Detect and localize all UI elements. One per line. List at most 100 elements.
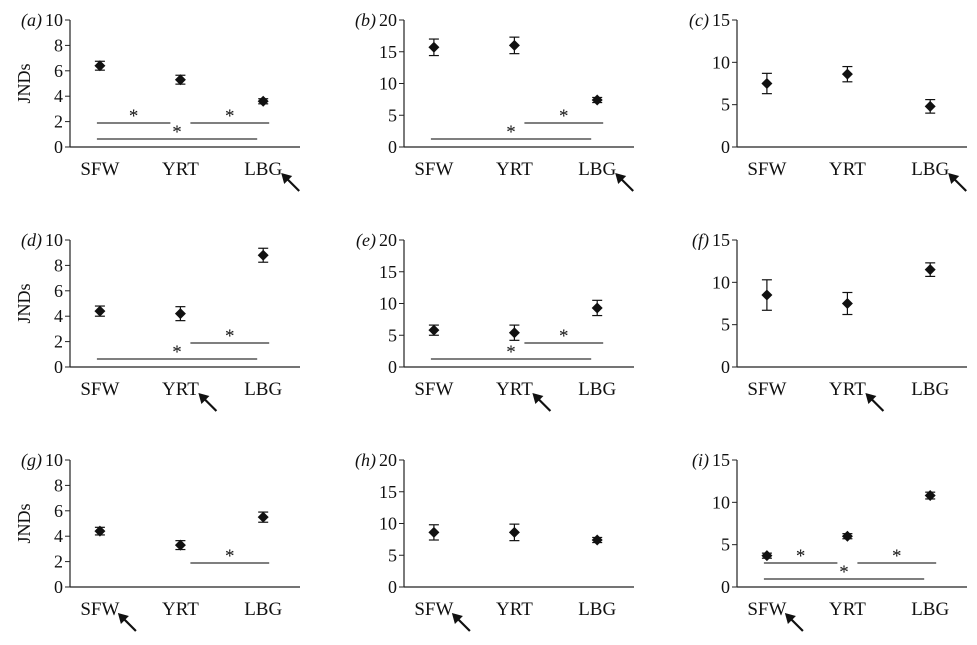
y-tick-label: 15: [712, 450, 730, 470]
x-tick-label: LBG: [911, 599, 949, 620]
data-point: [841, 68, 853, 80]
x-tick-label: SFW: [747, 599, 786, 620]
y-tick-label: 15: [379, 482, 397, 502]
y-tick-label: 8: [54, 475, 63, 495]
panel-b: 0 5 10 15 20(b) SFW YRT LBG * *: [355, 10, 634, 192]
data-point: [257, 249, 269, 261]
data-point: [924, 100, 936, 112]
highlight-arrow-head: [451, 613, 463, 624]
panel-f: 0 5 10 15(f) SFW YRT LBG: [692, 230, 967, 412]
y-tick-label: 10: [712, 272, 730, 292]
highlight-arrow-head: [865, 393, 877, 404]
panel-label: (g): [21, 450, 42, 471]
highlight-arrow-head: [532, 393, 544, 404]
data-point: [508, 526, 520, 538]
y-tick-label: 20: [379, 10, 397, 30]
x-tick-label: YRT: [496, 379, 533, 400]
y-axis-label: JNDs: [14, 283, 34, 323]
data-point: [94, 60, 106, 72]
y-tick-label: 0: [54, 137, 63, 157]
highlight-arrow-head: [117, 613, 129, 624]
significance-star: *: [559, 106, 569, 127]
y-tick-label: 6: [54, 61, 63, 81]
y-tick-label: 10: [379, 294, 397, 314]
data-point: [591, 94, 603, 106]
highlight-arrow-head: [615, 173, 627, 184]
x-tick-label: LBG: [244, 599, 282, 620]
y-tick-label: 4: [54, 306, 63, 326]
y-tick-label: 8: [54, 255, 63, 275]
significance-star: *: [559, 326, 569, 347]
y-tick-label: 5: [388, 325, 397, 345]
x-tick-label: SFW: [80, 379, 119, 400]
data-point: [257, 511, 269, 523]
panel-a: 0 2 4 6 8 10(a) JNDs SFW YRT LBG * * *: [14, 10, 300, 192]
significance-star: *: [172, 122, 182, 143]
y-tick-label: 15: [379, 262, 397, 282]
data-point: [428, 526, 440, 538]
y-tick-label: 10: [45, 10, 63, 30]
x-tick-label: LBG: [911, 159, 949, 180]
data-point: [591, 302, 603, 314]
x-tick-label: LBG: [911, 379, 949, 400]
data-point: [508, 39, 520, 51]
data-point: [508, 327, 520, 339]
data-point: [428, 41, 440, 53]
data-point: [761, 550, 773, 562]
data-point: [428, 324, 440, 336]
y-tick-label: 0: [721, 577, 730, 597]
x-tick-label: YRT: [162, 159, 199, 180]
y-tick-label: 2: [54, 332, 63, 352]
x-tick-label: SFW: [414, 599, 453, 620]
x-tick-label: SFW: [80, 599, 119, 620]
y-tick-label: 0: [388, 357, 397, 377]
data-point: [94, 525, 106, 537]
data-point: [924, 264, 936, 276]
y-tick-label: 6: [54, 501, 63, 521]
y-tick-label: 4: [54, 86, 63, 106]
y-axis-label: JNDs: [14, 63, 34, 103]
data-point: [761, 289, 773, 301]
y-tick-label: 0: [54, 357, 63, 377]
y-tick-label: 15: [712, 230, 730, 250]
x-tick-label: YRT: [162, 599, 199, 620]
data-point: [94, 305, 106, 317]
significance-star: *: [892, 546, 902, 567]
y-tick-label: 10: [45, 450, 63, 470]
panel-label: (b): [355, 10, 376, 31]
y-tick-label: 15: [712, 10, 730, 30]
y-tick-label: 4: [54, 526, 63, 546]
x-tick-label: LBG: [244, 379, 282, 400]
highlight-arrow-head: [198, 393, 210, 404]
significance-star: *: [225, 106, 235, 127]
x-tick-label: SFW: [414, 159, 453, 180]
data-point: [257, 95, 269, 107]
significance-star: *: [129, 106, 139, 127]
x-tick-label: YRT: [829, 599, 866, 620]
significance-star: *: [506, 122, 516, 143]
y-tick-label: 8: [54, 35, 63, 55]
y-tick-label: 5: [721, 535, 730, 555]
panel-label: (c): [689, 10, 709, 31]
panel-label: (e): [356, 230, 376, 251]
data-point: [174, 308, 186, 320]
x-tick-label: YRT: [496, 159, 533, 180]
x-tick-label: LBG: [244, 159, 282, 180]
y-tick-label: 10: [379, 514, 397, 534]
significance-star: *: [225, 326, 235, 347]
y-tick-label: 0: [54, 577, 63, 597]
panel-d: 0 2 4 6 8 10(d) JNDs SFW YRT LBG * *: [14, 230, 300, 412]
y-tick-label: 0: [388, 577, 397, 597]
panel-i: 0 5 10 15(i) SFW YRT LBG * * *: [692, 450, 967, 632]
panel-label: (h): [355, 450, 376, 471]
significance-star: *: [796, 546, 806, 567]
panel-label: (a): [21, 10, 42, 31]
y-tick-label: 5: [721, 95, 730, 115]
panel-label: (d): [21, 230, 42, 251]
data-point: [924, 490, 936, 502]
highlight-arrow-head: [784, 613, 796, 624]
y-tick-label: 10: [712, 492, 730, 512]
data-point: [761, 78, 773, 89]
